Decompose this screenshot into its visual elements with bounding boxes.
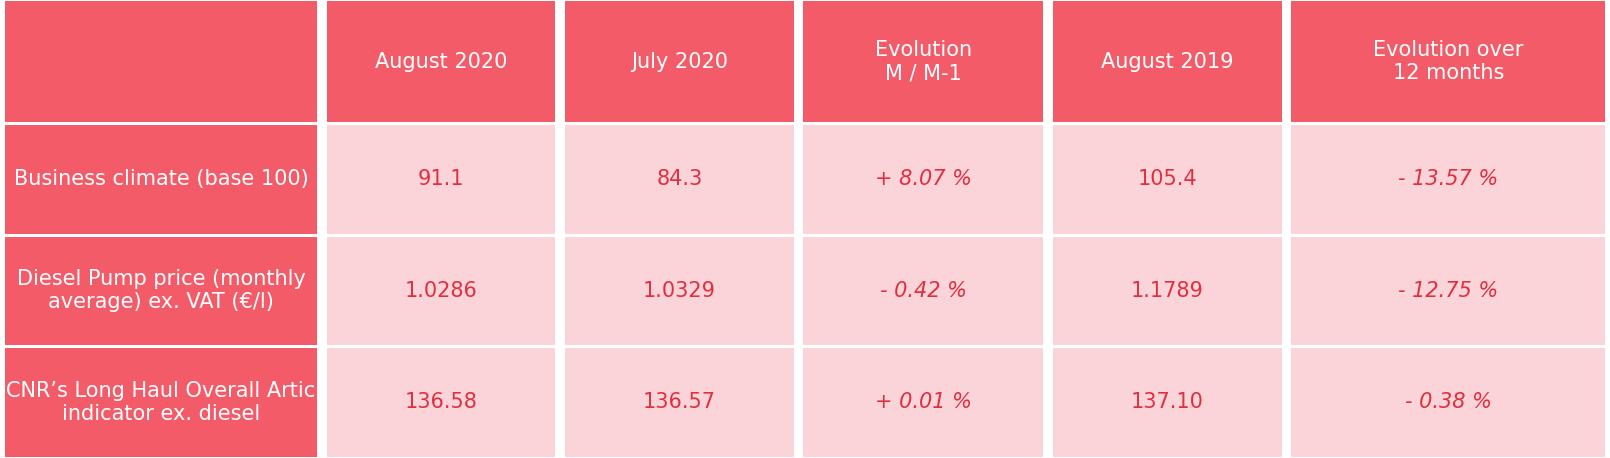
Bar <box>327 1 555 122</box>
Text: August 2020: August 2020 <box>375 52 507 72</box>
Text: Evolution
M / M-1: Evolution M / M-1 <box>874 40 972 83</box>
Text: 1.1789: 1.1789 <box>1130 281 1204 301</box>
Text: 1.0286: 1.0286 <box>404 281 478 301</box>
Bar <box>5 125 317 234</box>
Bar <box>1291 1 1605 122</box>
Text: - 0.42 %: - 0.42 % <box>879 281 968 301</box>
Bar <box>1053 348 1282 457</box>
Text: Business climate (base 100): Business climate (base 100) <box>13 169 309 190</box>
Text: + 8.07 %: + 8.07 % <box>874 169 972 190</box>
Text: 105.4: 105.4 <box>1137 169 1198 190</box>
Bar <box>565 348 794 457</box>
Bar <box>1053 1 1282 122</box>
Text: Evolution over
12 months: Evolution over 12 months <box>1373 40 1523 83</box>
Bar <box>5 348 317 457</box>
Text: August 2019: August 2019 <box>1101 52 1233 72</box>
Text: - 13.57 %: - 13.57 % <box>1397 169 1499 190</box>
Text: + 0.01 %: + 0.01 % <box>874 393 972 412</box>
Text: July 2020: July 2020 <box>631 52 728 72</box>
Bar <box>565 125 794 234</box>
Bar <box>1053 237 1282 345</box>
Bar <box>565 1 794 122</box>
Bar <box>1053 125 1282 234</box>
Text: Diesel Pump price (monthly
average) ex. VAT (€/l): Diesel Pump price (monthly average) ex. … <box>16 269 306 312</box>
Bar <box>327 237 555 345</box>
Text: 84.3: 84.3 <box>657 169 702 190</box>
Bar <box>327 348 555 457</box>
Bar <box>1291 125 1605 234</box>
Text: - 0.38 %: - 0.38 % <box>1404 393 1492 412</box>
Bar <box>565 237 794 345</box>
Bar <box>5 1 317 122</box>
Text: 91.1: 91.1 <box>419 169 464 190</box>
Text: 136.57: 136.57 <box>642 393 716 412</box>
Bar <box>803 1 1043 122</box>
Text: CNR’s Long Haul Overall Artic
indicator ex. diesel: CNR’s Long Haul Overall Artic indicator … <box>6 381 316 424</box>
Bar <box>5 237 317 345</box>
Text: 136.58: 136.58 <box>404 393 478 412</box>
Bar <box>1291 237 1605 345</box>
Bar <box>803 348 1043 457</box>
Text: 1.0329: 1.0329 <box>642 281 716 301</box>
Bar <box>803 237 1043 345</box>
Text: 137.10: 137.10 <box>1130 393 1204 412</box>
Text: - 12.75 %: - 12.75 % <box>1397 281 1499 301</box>
Bar <box>803 125 1043 234</box>
Bar <box>1291 348 1605 457</box>
Bar <box>327 125 555 234</box>
